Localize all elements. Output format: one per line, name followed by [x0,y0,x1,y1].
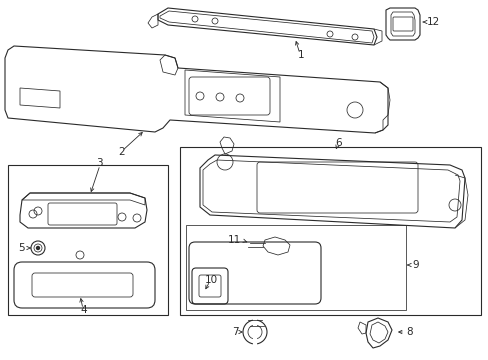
Text: 9: 9 [411,260,418,270]
Text: 2: 2 [118,147,124,157]
Bar [185,225,405,310]
Text: 6: 6 [334,138,341,148]
Bar [180,147,480,315]
Text: 1: 1 [297,50,304,60]
Text: 10: 10 [204,275,218,285]
Text: 12: 12 [426,17,439,27]
Text: 7: 7 [231,327,238,337]
Text: 11: 11 [227,235,241,245]
Text: 5: 5 [18,243,24,253]
Circle shape [37,247,40,249]
Bar [8,165,168,315]
Text: 8: 8 [405,327,412,337]
Text: 3: 3 [96,158,102,168]
Text: 4: 4 [80,305,86,315]
